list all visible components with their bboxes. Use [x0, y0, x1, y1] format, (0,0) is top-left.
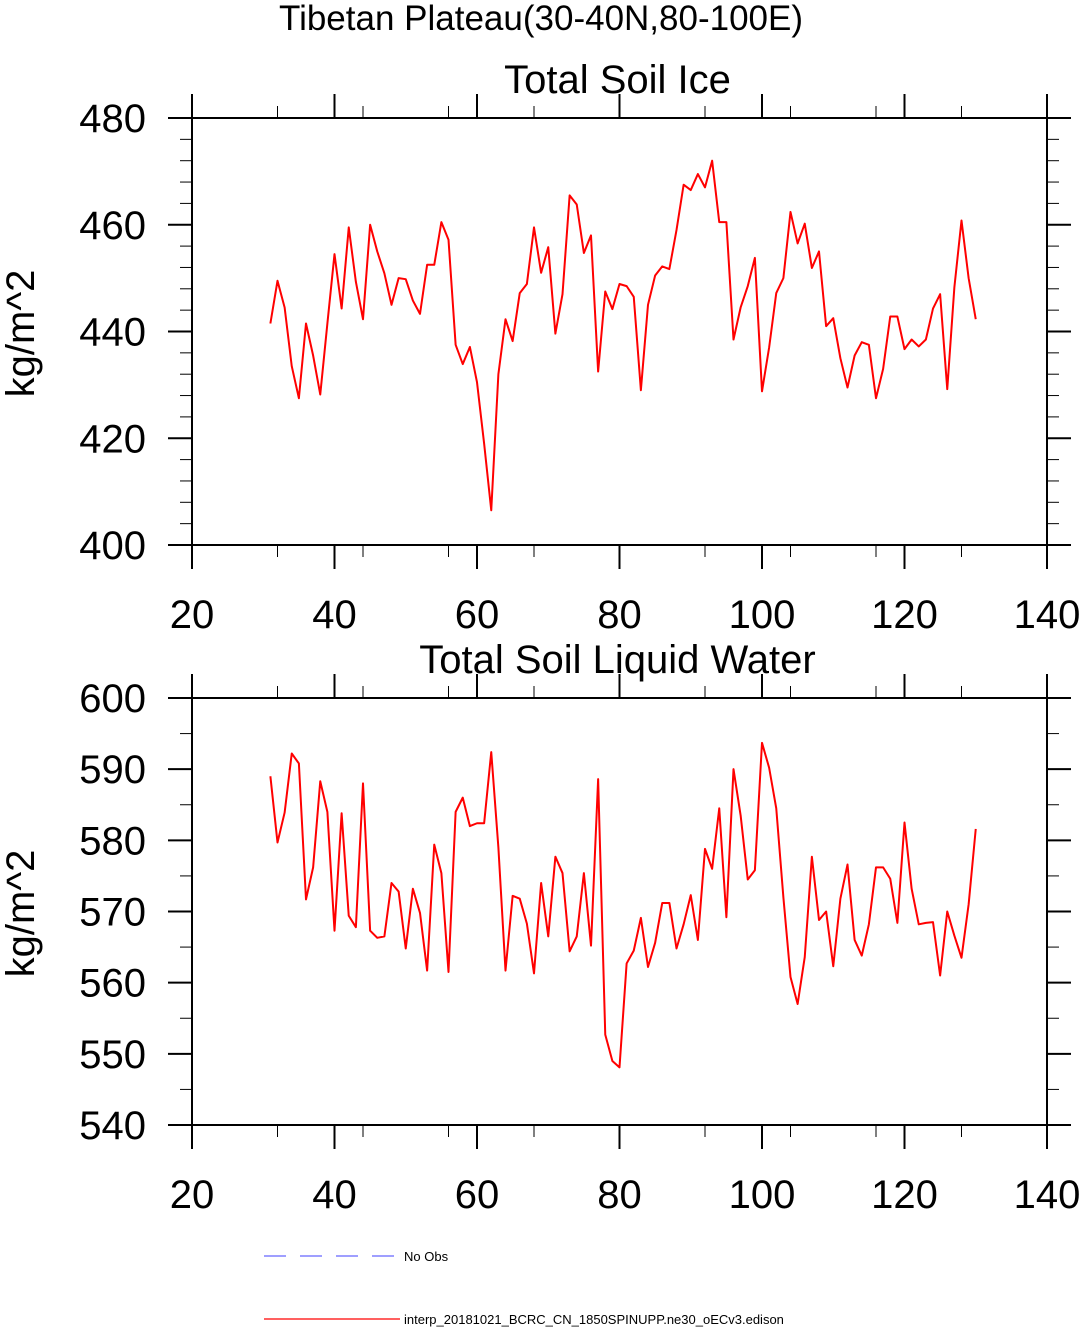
y-tick-label: 580: [79, 819, 146, 863]
x-tick-label: 40: [312, 1173, 357, 1217]
chart-title: Total Soil Liquid Water: [419, 638, 815, 682]
x-tick-label: 40: [312, 593, 357, 637]
x-tick-label: 20: [170, 1173, 215, 1217]
x-tick-label: 20: [170, 593, 215, 637]
y-tick-label: 560: [79, 962, 146, 1006]
x-tick-label: 80: [597, 1173, 642, 1217]
y-tick-label: 600: [79, 677, 146, 721]
chart-panel-total-soil-ice: Total Soil Ice 20 40 60 80 100 120 140 400 420 440…: [0, 58, 1080, 637]
y-tick-label: 420: [79, 417, 146, 461]
y-axis-label: kg/m^2: [0, 270, 43, 398]
x-tick-label: 80: [597, 593, 642, 637]
series-line: [269, 159, 977, 512]
series-line: [269, 741, 977, 1069]
y-tick-label: 550: [79, 1033, 146, 1077]
legend-label-no-obs: No Obs: [404, 1249, 449, 1264]
legend: No Obs interp_20181021_BCRC_CN_1850SPINU…: [264, 1249, 784, 1327]
y-tick-label: 570: [79, 891, 146, 935]
figure-suptitle: Tibetan Plateau(30-40N,80-100E): [279, 0, 803, 38]
y-tick-label: 400: [79, 524, 146, 568]
y-tick-label: 440: [79, 311, 146, 355]
plot-frame: [191, 117, 1048, 546]
y-tick-label: 480: [79, 97, 146, 141]
legend-label-model: interp_20181021_BCRC_CN_1850SPINUPP.ne30…: [404, 1312, 784, 1327]
x-tick-label: 60: [455, 593, 500, 637]
x-tick-label: 100: [729, 593, 796, 637]
chart-panel-total-soil-liquid-water: Total Soil Liquid Water 20 40 60 80 100 120 140…: [0, 638, 1080, 1217]
x-tick-label: 60: [455, 1173, 500, 1217]
x-tick-label: 120: [871, 1173, 938, 1217]
y-tick-label: 540: [79, 1104, 146, 1148]
y-tick-label: 460: [79, 204, 146, 248]
y-axis-label: kg/m^2: [0, 850, 43, 978]
chart-title: Total Soil Ice: [504, 58, 731, 102]
x-tick-label: 120: [871, 593, 938, 637]
x-tick-label: 100: [729, 1173, 796, 1217]
x-tick-label: 140: [1014, 1173, 1080, 1217]
x-tick-label: 140: [1014, 593, 1080, 637]
y-tick-label: 590: [79, 748, 146, 792]
